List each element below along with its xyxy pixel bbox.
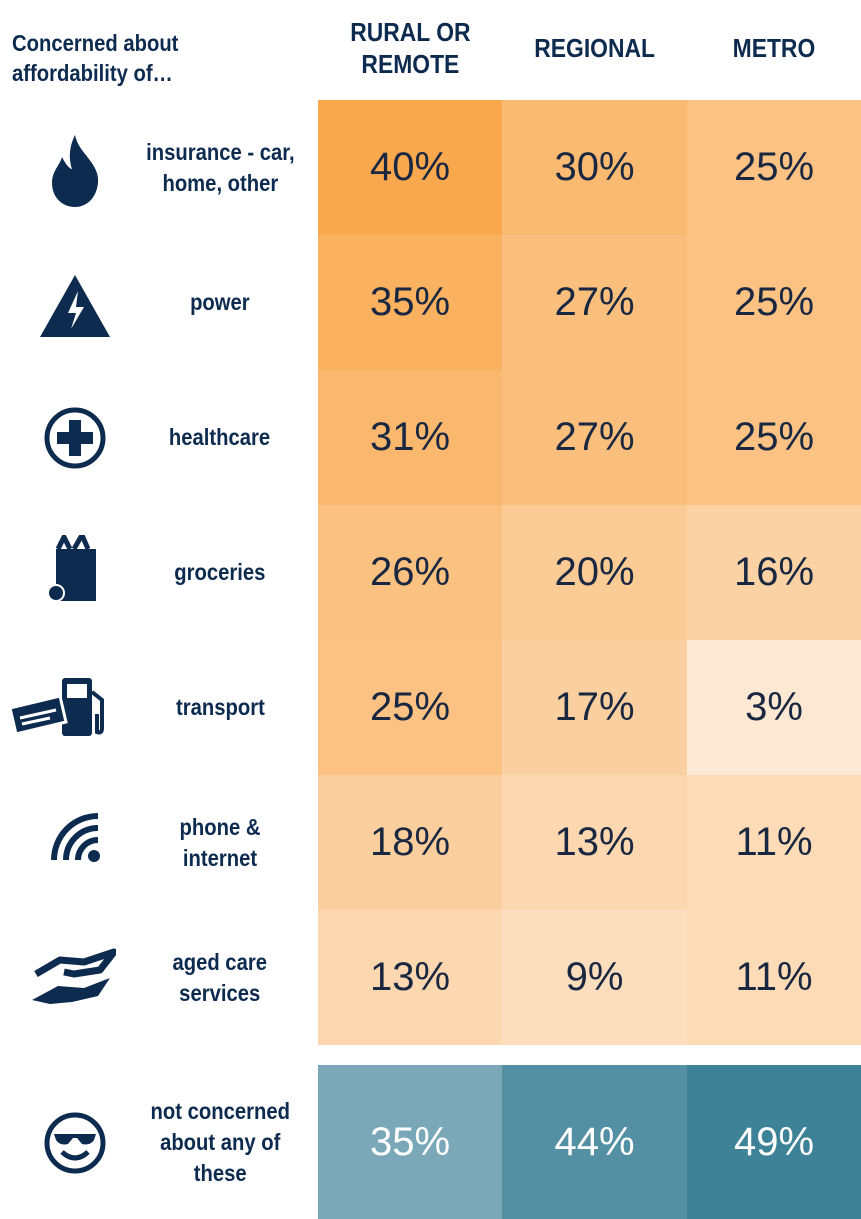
table-cell: 35%: [318, 1065, 502, 1219]
text: RURAL OR REMOTE: [349, 17, 471, 79]
text: not concerned about any of these: [150, 1097, 290, 1186]
row-label: phone & internet: [120, 775, 320, 910]
wifi-icon: [51, 813, 100, 862]
table-cell: 26%: [318, 505, 502, 640]
care-icon: [32, 948, 116, 1004]
row-label: not concerned about any of these: [120, 1065, 320, 1219]
table-cell: 11%: [687, 775, 861, 910]
table-cell: 49%: [687, 1065, 861, 1219]
column-header: REGIONAL: [502, 8, 687, 88]
table-cell: 13%: [318, 910, 502, 1045]
table-cell: 30%: [502, 100, 687, 235]
text: REGIONAL: [534, 33, 655, 63]
table-cell: 25%: [687, 370, 861, 505]
column-header: METRO: [687, 8, 861, 88]
row-label: groceries: [120, 505, 320, 640]
table-cell: 27%: [502, 370, 687, 505]
row-label: power: [120, 235, 320, 370]
row-label: healthcare: [120, 370, 320, 505]
text: insurance - car, home, other: [145, 138, 295, 196]
table-cell: 35%: [318, 235, 502, 370]
table-cell: 3%: [687, 640, 861, 775]
health-icon: [44, 407, 106, 469]
text: aged care services: [172, 948, 268, 1006]
table-cell: 25%: [687, 100, 861, 235]
table-cell: 11%: [687, 910, 861, 1045]
table-cell: 20%: [502, 505, 687, 640]
text: transport: [175, 694, 265, 720]
table-cell: 25%: [318, 640, 502, 775]
smile-icon: [44, 1112, 106, 1174]
fire-icon: [52, 135, 99, 207]
table-cell: 18%: [318, 775, 502, 910]
text: phone & internet: [179, 813, 261, 871]
table-cell: 17%: [502, 640, 687, 775]
text: power: [190, 289, 250, 315]
power-icon: [40, 275, 110, 337]
transport-icon: [10, 678, 104, 736]
text: METRO: [732, 33, 816, 63]
text: groceries: [174, 559, 266, 585]
table-cell: 31%: [318, 370, 502, 505]
row-label: transport: [120, 640, 320, 775]
groceries-icon: [48, 535, 96, 602]
table-cell: 25%: [687, 235, 861, 370]
title: Concerned about affordability of…: [12, 30, 179, 86]
table-cell: 16%: [687, 505, 861, 640]
table-cell: 44%: [502, 1065, 687, 1219]
table-cell: 40%: [318, 100, 502, 235]
text: healthcare: [169, 424, 271, 450]
table-cell: 9%: [502, 910, 687, 1045]
table-cell: 27%: [502, 235, 687, 370]
row-label: insurance - car, home, other: [120, 100, 320, 235]
table-cell: 13%: [502, 775, 687, 910]
column-header: RURAL OR REMOTE: [318, 8, 502, 88]
row-label: aged care services: [120, 910, 320, 1045]
